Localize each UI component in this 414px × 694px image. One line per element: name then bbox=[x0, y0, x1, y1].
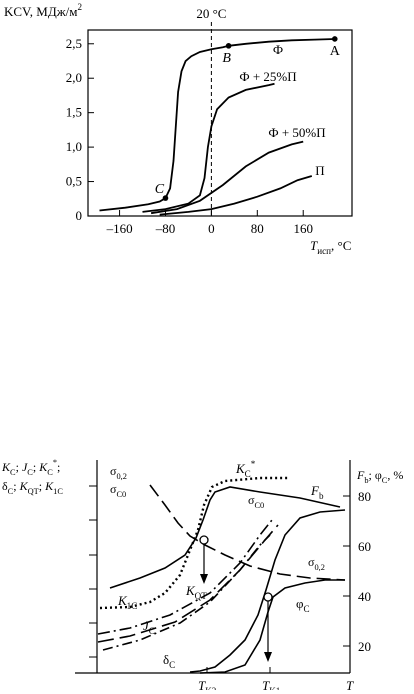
x-axis-label: Tисп, °C bbox=[310, 238, 351, 256]
point-marker bbox=[225, 43, 232, 49]
label-k1c: K1C bbox=[117, 593, 137, 611]
plot-frame bbox=[87, 29, 353, 217]
point-label: A bbox=[330, 44, 341, 59]
series-line bbox=[99, 38, 335, 212]
point-marker bbox=[331, 36, 338, 42]
y-tick-label: 2,5 bbox=[66, 36, 82, 51]
sigma-02-curve bbox=[149, 484, 346, 581]
y-tick-label: 2,0 bbox=[66, 70, 82, 85]
label-phic: φC bbox=[296, 596, 310, 614]
right-tick-label: 80 bbox=[358, 489, 371, 504]
label-fb: Fb bbox=[310, 483, 324, 501]
series-line bbox=[150, 140, 304, 215]
series-annotation: Ф bbox=[273, 42, 283, 57]
series-line bbox=[142, 82, 275, 213]
left-axis-label-line1: KC; JC; KC*; bbox=[1, 458, 60, 477]
series-line bbox=[159, 175, 313, 216]
y-tick-label: 0,5 bbox=[66, 174, 82, 189]
series-annotation: Ф + 50%П bbox=[268, 125, 325, 140]
label-sigmac0-right: σC0 bbox=[248, 493, 264, 510]
label-deltac: δC bbox=[163, 652, 175, 670]
x-tick-label: 80 bbox=[251, 221, 264, 236]
fracture-criteria-chart: 20 40 60 80 TK2 TK1 T KC; JC; KC*; δC; KQT; K1C F… bbox=[1, 458, 403, 690]
x-tick-label: –80 bbox=[155, 221, 176, 236]
label-kc-star: KC* bbox=[235, 459, 256, 479]
tk1-arrow-head bbox=[264, 652, 272, 662]
y-tick-label: 1,5 bbox=[66, 105, 82, 120]
x-axis-label: T bbox=[346, 678, 354, 690]
point-label: C bbox=[155, 182, 165, 197]
ductile-brittle-transition-chart: 0 0,5 1,0 1,5 2,0 2,5 –160 –80 0 80 160 20 °C KCV, М… bbox=[4, 2, 353, 256]
jc-curve bbox=[97, 519, 273, 635]
label-sigmac0-left: σC0 bbox=[110, 482, 126, 499]
right-axis-label: Fb; φC, % bbox=[356, 468, 403, 485]
phic-curve bbox=[199, 579, 345, 674]
label-sigma02-right: σ0,2 bbox=[308, 555, 325, 572]
series-annotation: Ф + 25%П bbox=[239, 69, 296, 84]
x-tick-label: 0 bbox=[208, 221, 215, 236]
tk1-point bbox=[263, 592, 273, 602]
point-label: B bbox=[222, 51, 231, 66]
deltac-curve bbox=[102, 534, 271, 651]
fb-curve bbox=[189, 509, 346, 673]
right-tick-label: 40 bbox=[358, 589, 371, 604]
right-tick-label: 60 bbox=[358, 539, 371, 554]
reference-line-label: 20 °C bbox=[196, 6, 226, 21]
right-tick-label: 20 bbox=[358, 639, 371, 654]
kc-star-curve bbox=[99, 476, 290, 610]
point-marker bbox=[162, 195, 169, 201]
sigma-c0-curve bbox=[109, 486, 341, 589]
series-annotation: П bbox=[315, 163, 324, 178]
label-kqt: KQT bbox=[185, 583, 207, 601]
kqt-arrow-head bbox=[200, 574, 208, 584]
left-axis-label-line2: δC; KQT; K1C bbox=[2, 479, 63, 496]
x-tick-label: –160 bbox=[106, 221, 133, 236]
x-tick-label-tk2: TK2 bbox=[198, 678, 217, 690]
x-tick-label-tk1: TK1 bbox=[262, 678, 280, 690]
y-axis-label: KCV, МДж/м2 bbox=[4, 2, 83, 19]
label-sigma02-left: σ0,2 bbox=[110, 464, 127, 481]
label-jc: JC bbox=[143, 618, 155, 636]
y-tick-label: 1,0 bbox=[66, 139, 82, 154]
kqt-point bbox=[199, 535, 209, 545]
y-tick-label: 0 bbox=[76, 208, 83, 223]
x-tick-label: 160 bbox=[293, 221, 313, 236]
